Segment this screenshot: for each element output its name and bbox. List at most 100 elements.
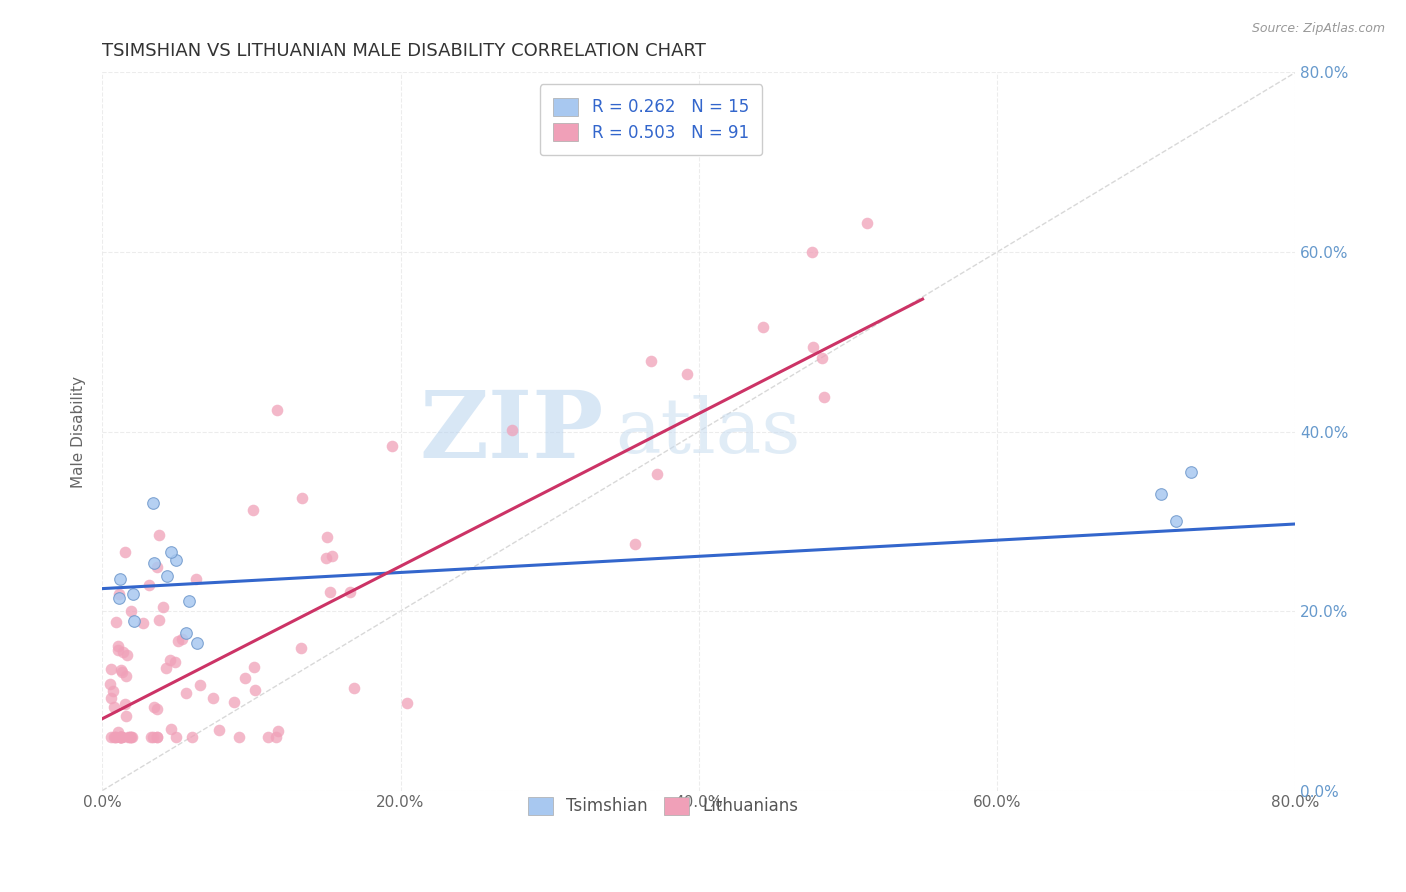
Point (146, 702, 169, 716)
Point (316, 530, 339, 544)
Y-axis label: Male Disability: Male Disability (72, 376, 86, 488)
Point (110, 663, 132, 677)
Point (339, 584, 361, 599)
Point (1150, 486, 1173, 500)
Point (111, 665, 134, 679)
Point (201, 690, 224, 705)
Point (100, 661, 122, 675)
Point (115, 709, 138, 723)
Point (146, 560, 169, 574)
Legend: Tsimshian, Lithuanians: Tsimshian, Lithuanians (517, 787, 808, 825)
Point (146, 730, 169, 744)
Point (165, 553, 187, 567)
Point (1166, 514, 1188, 528)
Point (107, 642, 129, 657)
Point (118, 730, 141, 744)
Point (122, 586, 145, 600)
Point (120, 604, 142, 618)
Point (111, 730, 134, 744)
Point (160, 722, 183, 736)
Point (110, 730, 132, 744)
Point (243, 660, 266, 674)
Point (256, 730, 278, 744)
Text: ZIP: ZIP (419, 386, 603, 476)
Point (222, 696, 245, 710)
Point (122, 614, 145, 628)
Point (266, 403, 288, 417)
Point (107, 591, 129, 605)
Point (148, 613, 170, 627)
Point (155, 661, 177, 675)
Point (105, 730, 128, 744)
Point (165, 730, 187, 744)
Point (676, 368, 699, 382)
Point (291, 491, 314, 505)
Point (640, 354, 662, 368)
Point (159, 653, 181, 667)
Point (115, 648, 138, 662)
Point (228, 730, 250, 744)
Point (343, 681, 366, 695)
Point (108, 587, 131, 601)
Point (114, 545, 136, 559)
Point (117, 730, 139, 744)
Point (208, 723, 231, 737)
Point (813, 390, 835, 404)
Point (177, 593, 200, 607)
Point (395, 696, 418, 710)
Point (100, 690, 122, 705)
Text: TSIMSHIAN VS LITHUANIAN MALE DISABILITY CORRELATION CHART: TSIMSHIAN VS LITHUANIAN MALE DISABILITY … (103, 42, 706, 60)
Point (803, 340, 825, 354)
Point (132, 616, 155, 631)
Point (114, 698, 136, 712)
Point (139, 730, 162, 744)
Point (159, 544, 181, 558)
Point (108, 572, 131, 586)
Point (107, 725, 129, 739)
Point (145, 730, 167, 744)
Point (121, 730, 143, 744)
Point (186, 572, 208, 586)
Point (107, 640, 129, 654)
Point (242, 503, 264, 517)
Point (103, 730, 125, 744)
Point (501, 423, 523, 437)
Point (167, 633, 190, 648)
Point (104, 730, 127, 744)
Point (751, 319, 773, 334)
Point (118, 730, 141, 744)
Point (381, 439, 404, 453)
Point (100, 730, 122, 744)
Point (800, 244, 823, 259)
Point (186, 636, 208, 650)
Point (143, 556, 166, 570)
Point (856, 216, 879, 230)
Point (623, 537, 645, 551)
Point (266, 730, 288, 744)
Point (104, 615, 127, 629)
Point (142, 496, 165, 510)
Point (143, 699, 166, 714)
Point (321, 549, 343, 563)
Point (138, 578, 160, 592)
Point (103, 700, 125, 714)
Point (156, 569, 179, 583)
Point (152, 600, 174, 615)
Point (101, 684, 124, 698)
Point (163, 655, 186, 669)
Point (180, 730, 202, 744)
Point (245, 683, 267, 698)
Point (112, 645, 135, 659)
Text: Source: ZipAtlas.com: Source: ZipAtlas.com (1251, 22, 1385, 36)
Point (170, 632, 193, 647)
Point (811, 351, 834, 365)
Point (233, 671, 256, 685)
Point (120, 730, 142, 744)
Point (174, 686, 197, 700)
Point (110, 730, 132, 744)
Point (645, 467, 668, 482)
Point (110, 730, 132, 744)
Point (174, 626, 197, 640)
Point (1180, 465, 1202, 479)
Point (315, 550, 337, 565)
